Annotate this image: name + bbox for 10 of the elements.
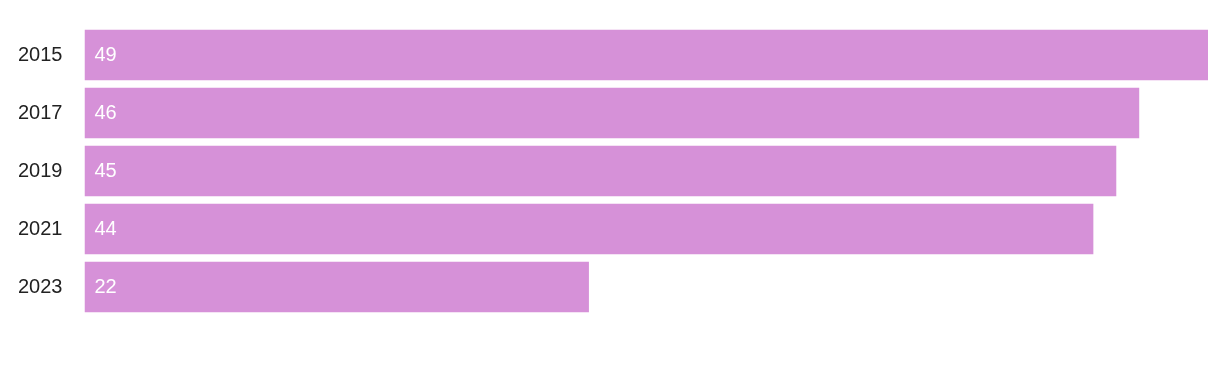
y-tick-label: 2021: [17, 216, 63, 239]
data-label: 49: [94, 42, 117, 65]
data-label: 44: [94, 216, 117, 239]
y-tick-label: 2019: [17, 158, 63, 181]
data-label: 45: [94, 158, 117, 181]
y-tick-label: 2015: [17, 42, 63, 65]
data-label: 46: [94, 100, 117, 123]
y-tick-label: 2023: [17, 274, 63, 297]
y-tick-label: 2017: [17, 100, 63, 123]
data-label: 22: [94, 274, 117, 297]
